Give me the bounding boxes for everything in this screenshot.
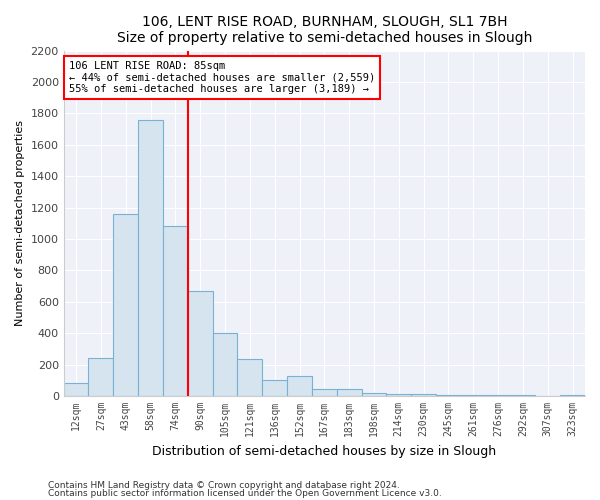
Bar — [337, 389, 362, 396]
Bar — [312, 389, 337, 396]
Bar — [88, 358, 113, 396]
Bar — [287, 376, 312, 396]
Bar — [212, 333, 238, 396]
Bar — [163, 226, 188, 396]
Bar — [262, 380, 287, 396]
Text: Contains public sector information licensed under the Open Government Licence v3: Contains public sector information licen… — [48, 489, 442, 498]
X-axis label: Distribution of semi-detached houses by size in Slough: Distribution of semi-detached houses by … — [152, 444, 496, 458]
Bar — [386, 394, 411, 396]
Text: Contains HM Land Registry data © Crown copyright and database right 2024.: Contains HM Land Registry data © Crown c… — [48, 480, 400, 490]
Bar — [64, 384, 88, 396]
Bar — [138, 120, 163, 396]
Bar — [188, 291, 212, 396]
Bar — [461, 395, 485, 396]
Bar — [113, 214, 138, 396]
Bar — [411, 394, 436, 396]
Bar — [362, 393, 386, 396]
Text: 106 LENT RISE ROAD: 85sqm
← 44% of semi-detached houses are smaller (2,559)
55% : 106 LENT RISE ROAD: 85sqm ← 44% of semi-… — [69, 61, 375, 94]
Title: 106, LENT RISE ROAD, BURNHAM, SLOUGH, SL1 7BH
Size of property relative to semi-: 106, LENT RISE ROAD, BURNHAM, SLOUGH, SL… — [116, 15, 532, 45]
Bar — [238, 359, 262, 396]
Bar — [436, 395, 461, 396]
Y-axis label: Number of semi-detached properties: Number of semi-detached properties — [15, 120, 25, 326]
Bar — [560, 395, 585, 396]
